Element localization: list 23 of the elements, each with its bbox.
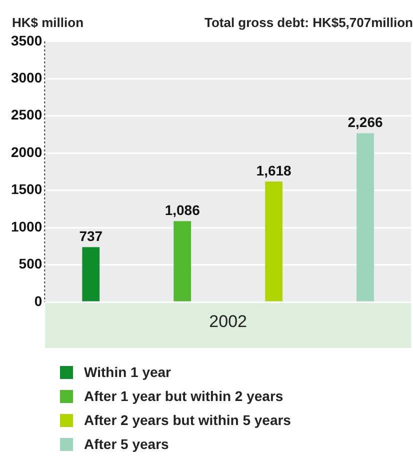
y-tick-label: 2500 [10, 106, 42, 123]
legend-label: After 1 year but within 2 years [84, 388, 284, 404]
x-tick-label: 2002 [209, 312, 247, 331]
legend-label: After 2 years but within 5 years [84, 412, 291, 428]
legend-label: After 5 years [84, 436, 169, 452]
bar [82, 247, 100, 302]
bar [174, 221, 192, 302]
y-tick-label: 1000 [10, 218, 42, 234]
y-tick-label: 2000 [10, 144, 42, 160]
legend-label: Within 1 year [84, 364, 172, 380]
y-tick-label: 500 [18, 256, 42, 272]
text: Total gross debt: HK$5,707million [204, 15, 413, 30]
y-tick-label: 1500 [10, 181, 42, 198]
y-tick-label: 0 [34, 292, 42, 309]
data-label: 2,266 [348, 114, 383, 130]
data-label: 1,618 [256, 162, 292, 178]
bar [356, 133, 374, 302]
y-tick-label: 3500 [10, 32, 42, 48]
data-label: 1,086 [164, 202, 200, 218]
bar [265, 182, 282, 302]
y-axis-title: HK$ million [11, 15, 84, 30]
y-tick-label: 3000 [10, 69, 42, 86]
data-label: 737 [79, 228, 103, 244]
